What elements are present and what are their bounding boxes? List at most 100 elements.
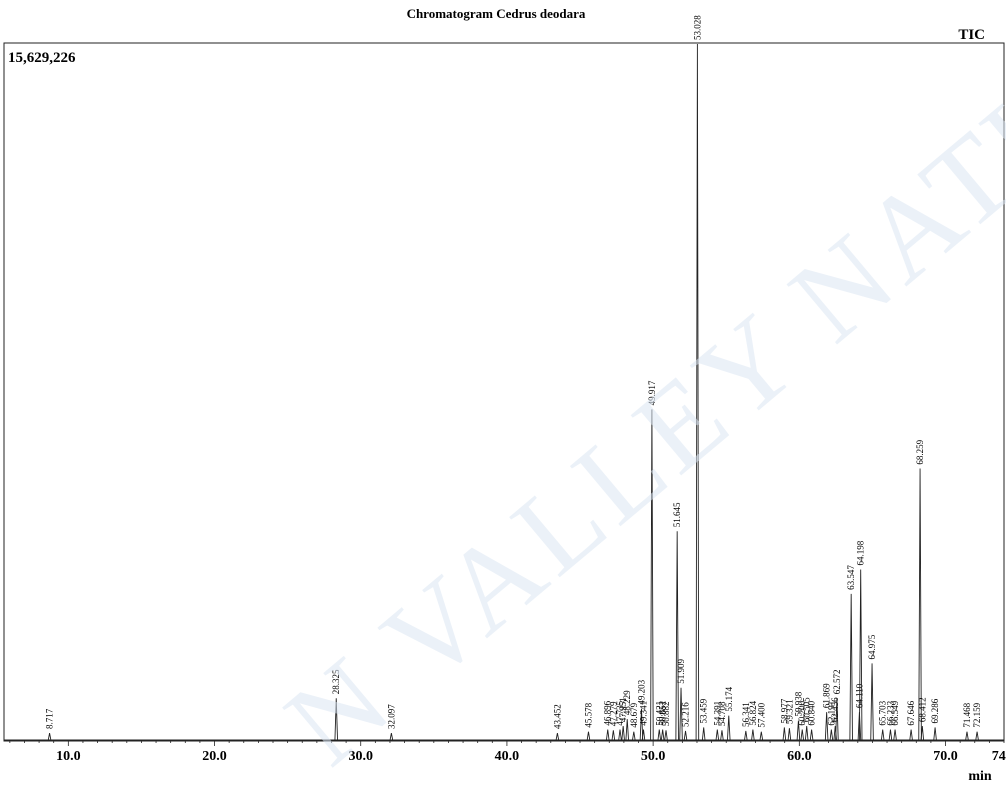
signal-label: TIC [958, 27, 985, 43]
x-tick-label-4: 40.0 [495, 749, 520, 764]
peak-38 [835, 698, 839, 741]
peak-label-51: 72.159 [972, 702, 982, 727]
peak-label-38: 62.572 [832, 669, 842, 694]
peak-48 [920, 726, 925, 741]
peak-29 [782, 727, 787, 741]
peak-11 [632, 731, 636, 741]
plot-frame [3, 42, 1005, 742]
peak-label-21: 53.028 [692, 15, 702, 40]
x-axis-unit: min [968, 769, 992, 784]
peak-13 [641, 729, 646, 741]
peak-8 [618, 729, 622, 741]
peak-label-14: 49.917 [647, 380, 657, 405]
peak-4 [555, 732, 560, 741]
peak-5 [586, 731, 591, 741]
peak-51 [975, 731, 979, 741]
peak-label-12: 49.203 [636, 679, 646, 704]
peak-28 [759, 731, 764, 741]
peak-label-3: 32.097 [386, 704, 396, 729]
peak-label-7: 47.279 [608, 701, 618, 726]
peak-9 [621, 726, 625, 741]
peak-30 [787, 728, 792, 741]
peak-16 [660, 729, 665, 741]
peak-27 [751, 729, 755, 741]
peak-6 [605, 729, 610, 741]
peak-49 [933, 727, 937, 741]
peak-label-22: 53.459 [699, 698, 709, 723]
peak-23 [715, 729, 720, 741]
peak-label-9: 47.951 [618, 697, 628, 722]
peak-label-1: 8.717 [45, 708, 55, 729]
peak-26 [744, 730, 748, 741]
peak-46 [909, 729, 913, 741]
peak-label-28: 57.400 [756, 702, 766, 727]
chart-title: Chromatogram Cedrus deodara [407, 6, 586, 21]
peak-3 [389, 732, 394, 741]
peak-35 [824, 712, 829, 741]
peak-label-8: 47.735 [615, 700, 625, 725]
peak-label-11: 48.679 [629, 702, 639, 727]
peak-label-33: 60.505 [802, 697, 812, 722]
peak-label-13: 49.341 [638, 701, 648, 726]
peak-label-25: 55.174 [724, 686, 734, 711]
peak-label-5: 45.578 [583, 702, 593, 727]
peak-label-18: 51.645 [672, 502, 682, 527]
peak-label-31: 59.938 [793, 691, 803, 716]
peak-label-19: 51.909 [676, 659, 686, 684]
peak-36 [829, 729, 834, 741]
peak-18 [675, 531, 679, 741]
peak-label-37: 62.456 [830, 697, 840, 722]
peak-43 [880, 729, 885, 741]
x-tick-label-8: 74.0 [992, 749, 1006, 764]
peak-24 [720, 730, 724, 741]
peak-label-46: 67.646 [906, 700, 916, 725]
peak-label-44: 66.233 [885, 700, 895, 725]
peak-22 [701, 727, 706, 741]
peak-50 [965, 731, 969, 741]
peak-label-23: 54.391 [712, 701, 722, 726]
peak-2 [334, 698, 338, 741]
peak-39 [849, 593, 853, 741]
peak-label-47: 68.259 [915, 439, 925, 464]
peak-label-27: 56.824 [748, 700, 758, 725]
x-tick-label-3: 30.0 [348, 749, 373, 764]
peak-label-16: 50.652 [658, 701, 668, 726]
peaks-layer: 8.717 28.325 32.097 43.452 45.578 46.89647.27… [45, 15, 982, 741]
peak-label-50: 71.468 [962, 702, 972, 727]
peak-label-42: 64.975 [867, 634, 877, 659]
peak-44 [888, 729, 893, 741]
peak-label-2: 28.325 [331, 669, 341, 694]
peak-33 [804, 726, 809, 741]
peak-label-24: 54.708 [717, 701, 727, 726]
peak-label-29: 58.977 [779, 698, 789, 723]
peak-12 [639, 708, 644, 741]
peak-31 [796, 720, 801, 741]
peak-label-26: 56.341 [741, 702, 751, 727]
peak-19 [679, 687, 683, 741]
peak-label-43: 65.703 [878, 700, 888, 725]
x-tick-label-1: 10.0 [56, 749, 81, 764]
peak-1 [47, 732, 52, 741]
peak-label-48: 68.412 [917, 697, 927, 722]
peak-label-34: 60.840 [807, 700, 817, 725]
peak-label-30: 59.321 [784, 699, 794, 724]
x-tick-label-6: 60.0 [787, 749, 812, 764]
peak-15 [657, 729, 662, 741]
peak-label-17: 50.882 [661, 702, 671, 727]
peak-47 [918, 468, 922, 741]
x-tick-label-2: 20.0 [202, 749, 227, 764]
x-axis: 10.0 20.0 30.0 40.0 50.0 60.0 70.0 74.0 [4, 739, 1006, 764]
peak-10 [625, 719, 629, 741]
peak-label-41: 64.198 [856, 540, 866, 565]
peak-21 [695, 43, 700, 741]
peak-45 [893, 729, 897, 741]
peak-label-36: 62.191 [826, 701, 836, 726]
peak-label-10: 48.229 [622, 690, 632, 715]
peak-label-15: 50.421 [654, 701, 664, 726]
x-tick-label-7: 70.0 [933, 749, 958, 764]
peak-label-20: 52.216 [681, 702, 691, 727]
peak-41 [858, 569, 863, 741]
peak-label-32: 60.200 [797, 700, 807, 725]
peak-label-45: 66.549 [890, 700, 900, 725]
